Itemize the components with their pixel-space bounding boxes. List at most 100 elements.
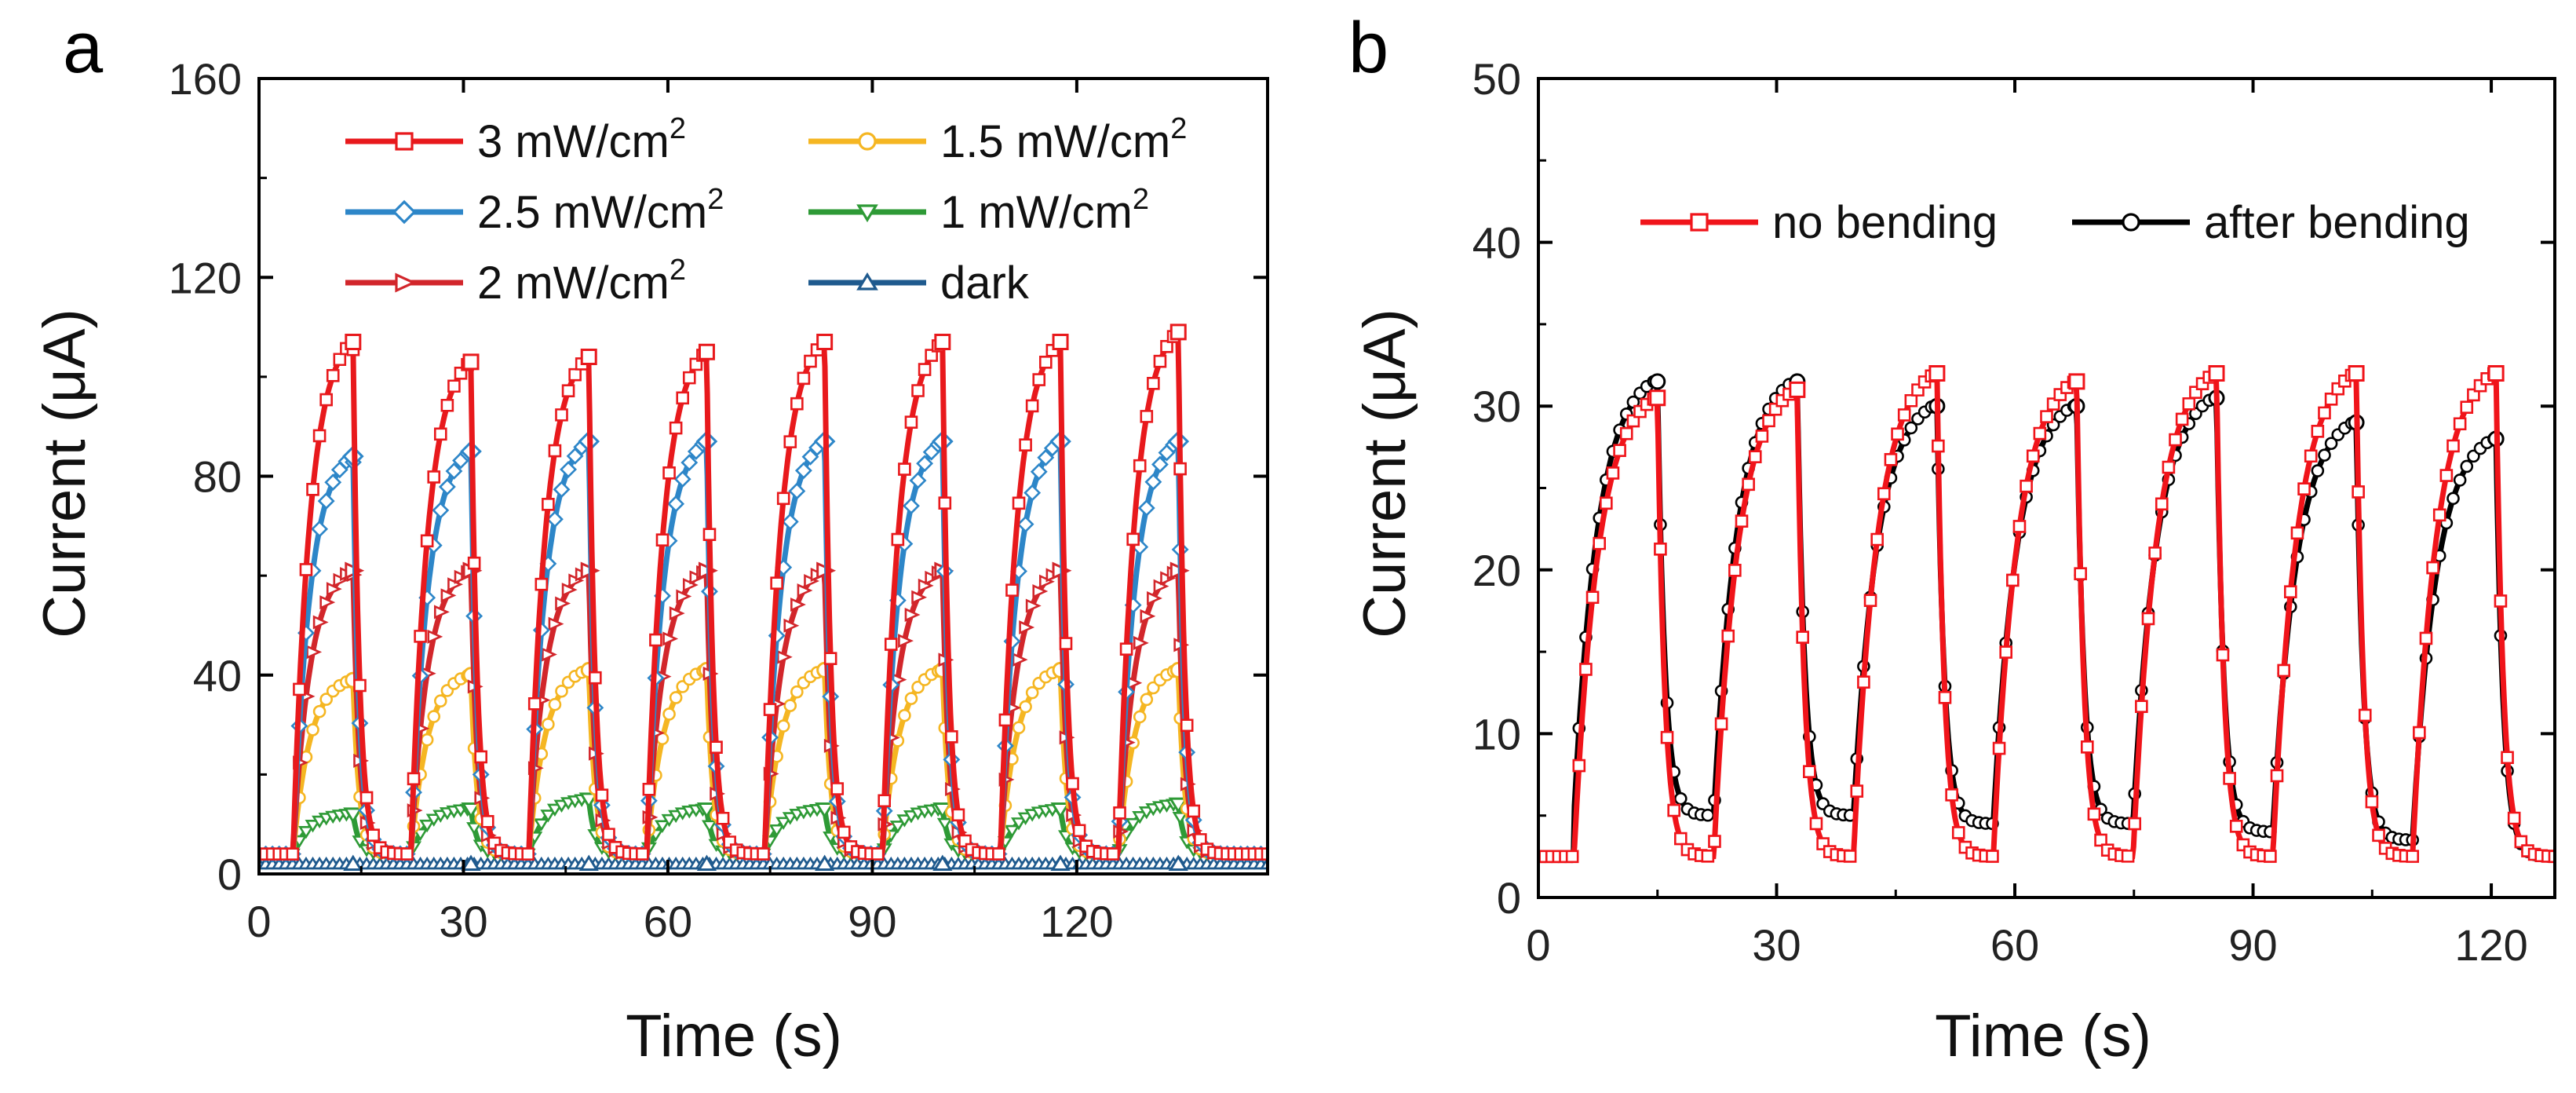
legend-marker-after-bending: [2122, 213, 2140, 232]
no-bending-marker: [2229, 820, 2243, 833]
3-mw-cm-marker: [1119, 642, 1133, 656]
3-mw-cm-peak-point-5-a: [816, 334, 834, 351]
2-5-mw-cm-marker: [781, 513, 799, 531]
2-mw-cm-marker: [440, 588, 457, 603]
no-bending-marker: [1748, 450, 1762, 464]
3-mw-cm-marker: [1032, 373, 1046, 386]
1-mw-cm-marker: [546, 803, 563, 817]
y-tick-label-b: 50: [1472, 54, 1521, 104]
no-bending-marker: [2040, 410, 2053, 423]
2-5-mw-cm-marker: [553, 481, 571, 499]
1-5-mw-cm-marker: [306, 723, 319, 737]
no-bending-marker: [2074, 567, 2087, 580]
3-mw-cm-marker: [757, 847, 770, 861]
no-bending-marker: [1714, 717, 1728, 731]
y-axis-title-b: Current (μA): [1352, 309, 1418, 638]
3-mw-cm-marker: [326, 369, 340, 382]
no-bending-marker: [1870, 532, 1884, 546]
after-bending-marker: [2453, 473, 2467, 487]
no-bending-marker: [1891, 427, 1904, 441]
3-mw-cm-marker: [649, 633, 662, 647]
no-bending-marker: [1850, 784, 1864, 798]
legend-b: no bending after bending: [1640, 197, 2470, 248]
3-mw-cm-peak-point-3-a: [580, 349, 597, 366]
x-axis-title-b: Time (s): [1935, 1003, 2151, 1069]
no-bending-marker: [1593, 536, 1606, 550]
legend-marker-dark: [856, 272, 878, 291]
2-5-mw-cm-marker: [680, 454, 699, 472]
1-mw-cm-marker: [412, 828, 429, 842]
1-mw-cm-marker: [654, 820, 671, 833]
no-bending-marker: [1728, 563, 1742, 577]
1-5-mw-cm-marker: [1025, 685, 1039, 700]
legend-superscript: 2: [1170, 112, 1187, 145]
after-bending-marker: [2324, 437, 2338, 451]
no-bending-marker: [2284, 585, 2297, 599]
legend-item-3-mw-cm-a: 3 mW/cm2: [345, 112, 686, 167]
1-mw-cm-peak-point-4-a: [696, 802, 717, 819]
legend-item-after-bending-b: after bending: [2072, 197, 2470, 248]
2-5-mw-cm-marker: [794, 462, 812, 480]
3-mw-cm-marker: [911, 384, 925, 397]
legend-item-1-5-mw-cm-a: 1.5 mW/cm2: [808, 112, 1187, 167]
2-5-mw-cm-marker: [1016, 515, 1034, 533]
3-mw-cm-marker: [527, 696, 542, 711]
3-mw-cm-marker: [1147, 377, 1160, 390]
2-5-mw-cm-marker: [667, 495, 685, 513]
2-5-mw-cm-marker: [673, 470, 691, 488]
chart-a: a 0 30 60 90 120 0 40 80 120 160 Time (s) Current…: [31, 8, 1269, 1069]
no-bending-marker: [2135, 700, 2148, 713]
3-mw-cm-marker: [891, 532, 905, 546]
2-5-mw-cm-marker: [545, 510, 564, 528]
3-mw-cm-marker: [414, 630, 427, 643]
legend-superscript: 2: [670, 254, 686, 287]
no-bending-marker: [1600, 496, 1613, 510]
no-bending-peak-point-6-b: [2348, 364, 2365, 382]
x-tick-label-b: 30: [1752, 920, 1801, 970]
1-5-mw-cm-marker: [319, 693, 333, 706]
legend-superscript: 2: [707, 183, 724, 216]
3-mw-cm-marker: [440, 398, 454, 412]
2-mw-cm-marker: [427, 629, 443, 644]
series-no-bending-line-b: [1538, 370, 2555, 860]
3-mw-cm-marker: [790, 397, 804, 411]
dark-peak-point-4-a: [696, 854, 717, 872]
3-mw-cm-marker: [904, 415, 918, 429]
1-mw-cm-marker: [775, 817, 792, 830]
legend-marker-3-mw-cm: [395, 132, 414, 151]
3-mw-cm-marker: [1066, 777, 1079, 791]
3-mw-cm-marker: [359, 791, 374, 805]
x-axis-title-a: Time (s): [626, 1003, 842, 1069]
3-mw-cm-marker: [568, 367, 582, 382]
3-mw-cm-marker: [1153, 354, 1167, 368]
no-bending-marker: [2121, 850, 2135, 863]
no-bending-marker: [2155, 497, 2169, 511]
3-mw-cm-marker: [951, 808, 965, 822]
1-mw-cm-marker: [936, 817, 953, 832]
3-mw-cm-marker: [286, 847, 300, 861]
2-mw-cm-marker: [306, 645, 323, 660]
no-bending-marker: [1803, 765, 1816, 778]
3-mw-cm-marker: [642, 782, 656, 796]
1-mw-cm-marker: [466, 822, 483, 835]
legend-label-dark: dark: [940, 258, 1030, 309]
y-tick-label-b: 20: [1472, 546, 1521, 595]
2-5-mw-cm-marker: [317, 492, 335, 510]
no-bending-marker: [2432, 508, 2446, 522]
no-bending-marker: [1986, 850, 1999, 863]
no-bending-marker: [1660, 730, 1674, 744]
3-mw-cm-marker: [1140, 410, 1154, 423]
no-bending-peak-point-7-b: [2487, 364, 2505, 382]
2-mw-cm-marker: [1032, 584, 1049, 599]
1-mw-cm-marker: [1004, 824, 1020, 839]
1-mw-cm-marker: [782, 812, 798, 825]
1-mw-cm-peak-point-7-a: [1050, 802, 1071, 819]
3-mw-cm-marker: [1173, 462, 1187, 476]
1-5-mw-cm-marker: [312, 704, 327, 718]
y-tick-label-b: 30: [1472, 382, 1521, 431]
legend-superscript: 2: [1133, 183, 1149, 216]
series-after-bending-markers-b: [1538, 375, 2555, 864]
3-mw-cm-marker: [1106, 847, 1120, 861]
2-5-mw-cm-marker: [909, 472, 927, 489]
